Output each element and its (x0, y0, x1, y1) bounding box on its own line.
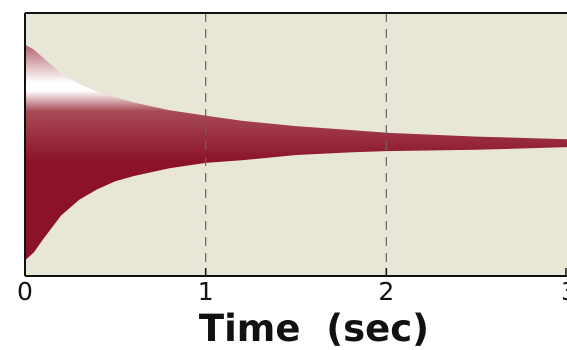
x-tick-label-1: 1 (198, 277, 214, 306)
x-tick-layer: 0 1 2 3 (17, 268, 567, 306)
axes (24, 12, 567, 277)
grid-layer (205, 13, 387, 276)
trajectory-band (25, 44, 567, 261)
x-axis-title: Time (sec) (199, 307, 429, 350)
band-layer (25, 44, 567, 261)
x-tick-label-2: 2 (378, 277, 394, 306)
x-tick-label-3: 3 (561, 277, 567, 306)
x-tick-label-0: 0 (17, 277, 33, 306)
